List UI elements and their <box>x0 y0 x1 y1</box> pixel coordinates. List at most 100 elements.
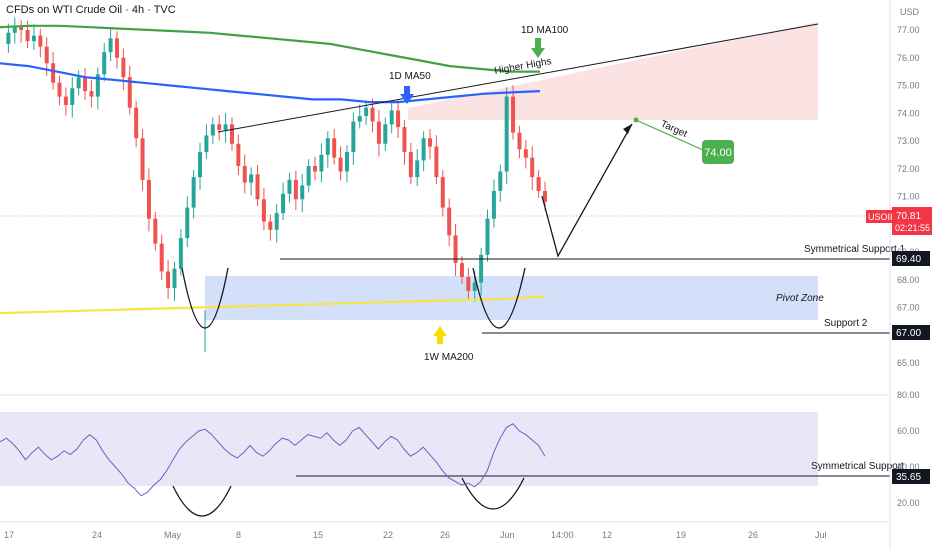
time-tick-label: Jul <box>815 530 827 540</box>
level-badge-1-box <box>892 251 930 266</box>
candle-body <box>19 27 24 30</box>
candle-body <box>479 254 484 283</box>
rsi-tick-label: 60.00 <box>897 426 920 436</box>
candle-body <box>159 243 164 272</box>
candle-body <box>428 138 433 147</box>
ma100-line <box>0 24 540 73</box>
candle-body <box>44 46 49 64</box>
rsi-axis[interactable]: 80.00 60.00 40.00 20.00 <box>897 390 920 508</box>
candle-body <box>383 124 388 144</box>
time-tick-label: 26 <box>440 530 450 540</box>
candle-body <box>172 268 177 289</box>
candle-body <box>95 74 100 97</box>
price-tick-label: 73.00 <box>897 136 920 146</box>
time-tick-label: 14:00 <box>551 530 574 540</box>
header-bg <box>0 0 140 18</box>
projection-arrowhead <box>623 124 632 134</box>
candle-body <box>204 135 209 153</box>
ma100-pointer-arrow <box>531 38 545 58</box>
time-tick-label: Jun <box>500 530 515 540</box>
rsi-right-arc <box>461 477 525 510</box>
candle-body <box>31 35 36 42</box>
candle-body <box>153 218 158 244</box>
candle-body <box>485 218 490 255</box>
price-tick-label: 74.00 <box>897 108 920 118</box>
ma50-line <box>0 62 541 104</box>
level-badge-3: 35.65 <box>896 472 921 483</box>
candle-body <box>504 96 509 172</box>
symbol-badge-box <box>866 210 894 223</box>
price-tick-label: 68.00 <box>897 275 920 285</box>
candle-body <box>530 157 535 178</box>
price-tick-label: 75.00 <box>897 81 920 91</box>
level-badge-2: 67.00 <box>896 328 921 339</box>
candle-body <box>274 213 279 230</box>
target-dot <box>633 117 639 123</box>
candle-body <box>453 235 458 264</box>
time-tick-label: 19 <box>676 530 686 540</box>
candle-body <box>511 96 516 133</box>
candle-body <box>242 165 247 183</box>
candle-body <box>498 171 503 191</box>
candle-body <box>523 149 528 158</box>
level-badge-2-box <box>892 325 930 340</box>
candle-body <box>325 138 330 155</box>
target-arrow-line <box>635 119 704 151</box>
rsi-tick-label: 20.00 <box>897 498 920 508</box>
candle-body <box>70 88 75 105</box>
candle-body <box>351 121 356 153</box>
price-badge-box <box>892 207 932 235</box>
candle-body <box>543 190 547 202</box>
candle-body <box>166 271 171 289</box>
higher-highs-trendline <box>217 23 819 133</box>
level-label-1: Symmetrical Support 1 <box>804 244 906 255</box>
candle-body <box>536 177 541 191</box>
candle-body <box>223 124 228 130</box>
candle-body <box>38 35 43 47</box>
candle-body <box>434 146 439 178</box>
candle-body <box>370 107 375 122</box>
ma50-pointer-arrow <box>400 86 414 104</box>
symbol-badge: USOIL <box>868 212 895 222</box>
candle-body <box>134 107 139 139</box>
price-tick-label: 76.00 <box>897 53 920 63</box>
currency-label: USD <box>900 7 920 17</box>
price-tick-label: 67.00 <box>897 303 920 313</box>
candle-body <box>319 154 324 172</box>
candle-body <box>440 177 445 208</box>
candle-body <box>236 143 241 166</box>
candle-body <box>121 57 126 78</box>
candle-body <box>306 165 311 186</box>
ma50-label: 1D MA50 <box>389 71 431 82</box>
candle-body <box>210 124 215 136</box>
ma200w-label: 1W MA200 <box>424 352 474 363</box>
candle-body <box>249 174 254 183</box>
time-tick-label: 12 <box>602 530 612 540</box>
candle-body <box>459 263 464 277</box>
candle-body <box>421 138 426 161</box>
candle-body <box>466 276 471 291</box>
candle-body <box>332 138 337 158</box>
candle-body <box>83 77 88 92</box>
rsi-tick-label: 80.00 <box>897 390 920 400</box>
ma100-label: 1D MA100 <box>521 25 569 36</box>
candle-body <box>127 77 132 108</box>
candle-body <box>376 121 381 144</box>
candle-body <box>281 193 286 214</box>
candle-body <box>114 38 119 58</box>
time-tick-label: 8 <box>236 530 241 540</box>
candle-body <box>191 177 196 208</box>
candle-body <box>287 179 292 194</box>
time-tick-label: 24 <box>92 530 102 540</box>
candle-body <box>146 179 151 219</box>
time-tick-label: 22 <box>383 530 393 540</box>
rsi-tick-label: 40.00 <box>897 462 920 472</box>
time-axis[interactable]: 17 24 May 8 15 22 26 Jun 14:00 12 19 26 Jul <box>4 530 827 540</box>
candle-body <box>517 132 522 150</box>
level-label-2: Support 2 <box>824 318 868 329</box>
price-tick-label: 72.00 <box>897 164 920 174</box>
projection-path <box>541 123 633 258</box>
candle-body <box>300 185 305 200</box>
candle-body <box>255 174 260 200</box>
